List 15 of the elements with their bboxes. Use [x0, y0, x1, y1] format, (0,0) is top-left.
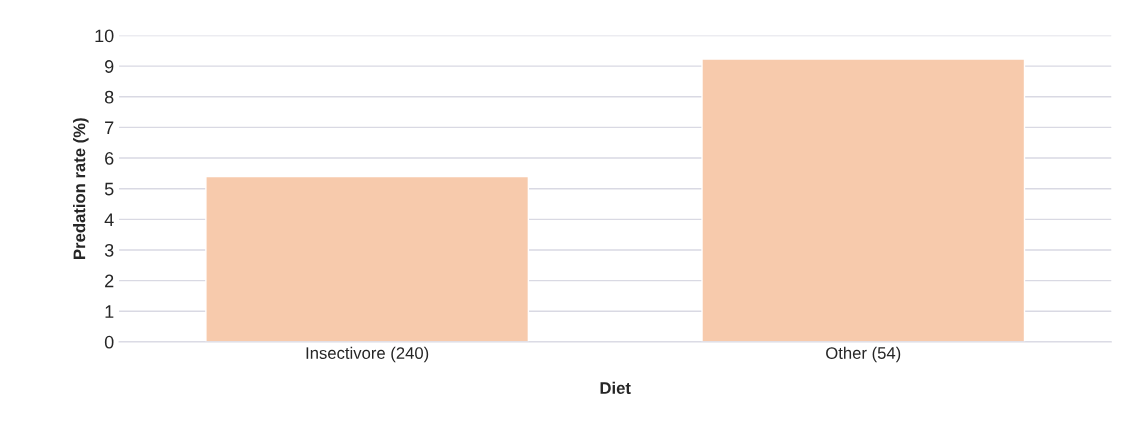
- y-tick-label: 2: [105, 274, 114, 288]
- x-tick-label: Other (54): [826, 346, 901, 363]
- y-tick-label: 1: [105, 305, 114, 318]
- y-tick-label: 5: [104, 182, 114, 196]
- y-axis-title: Predation rate (%): [73, 118, 89, 259]
- y-tick-label: 7: [105, 121, 114, 134]
- y-tick-label: 9: [105, 60, 114, 73]
- y-tick-label: 6: [105, 152, 114, 165]
- y-tick-label: 4: [104, 213, 114, 226]
- y-tick-label: 3: [104, 243, 114, 257]
- x-tick-label: Insectivore (240): [306, 346, 429, 363]
- y-tick-label: 10: [95, 29, 114, 43]
- x-axis-title: Diet: [600, 381, 631, 394]
- y-tick-label: 8: [104, 90, 114, 104]
- y-tick-label: 0: [104, 335, 114, 349]
